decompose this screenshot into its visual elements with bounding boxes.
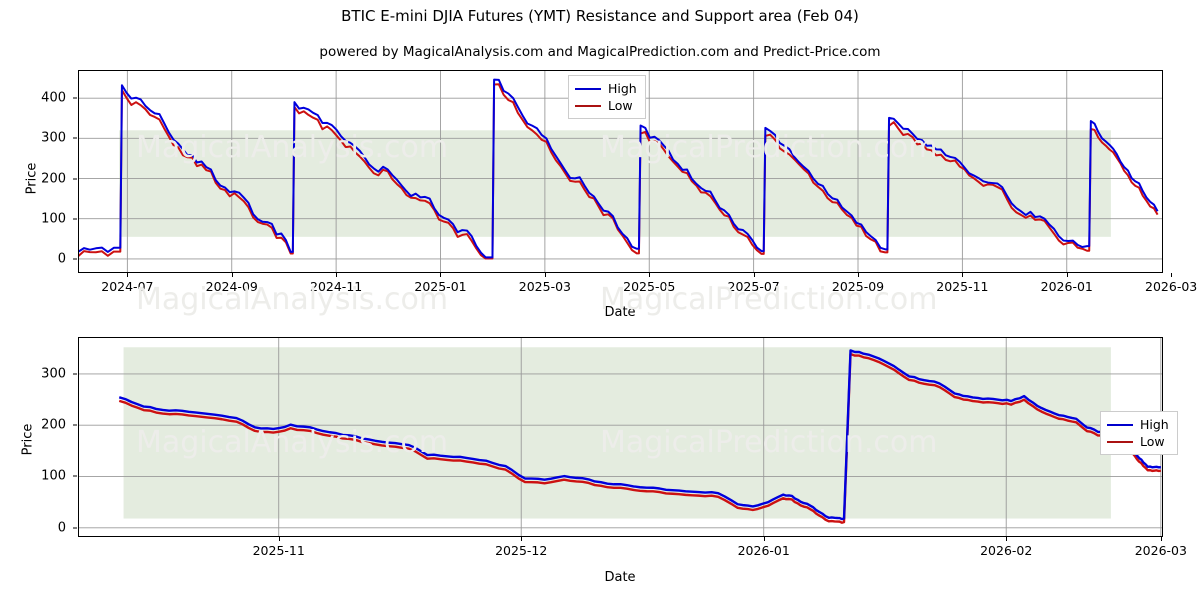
y-tick-mark <box>73 178 77 180</box>
x-tick-label: 2026-01 <box>1040 279 1093 294</box>
top-legend[interactable]: High Low <box>568 75 646 119</box>
top-x-axis-label: Date <box>604 305 636 320</box>
x-tick-label: 2026-01 <box>737 543 790 558</box>
top-chart-plot <box>78 70 1163 273</box>
top-plot-border <box>78 70 1163 273</box>
legend-label-high: High <box>1140 417 1169 432</box>
y-tick-label: 300 <box>41 366 66 382</box>
top-y-axis-label: Price <box>24 162 40 195</box>
legend-label-low: Low <box>608 98 633 113</box>
page-subtitle: powered by MagicalAnalysis.com and Magic… <box>319 44 881 60</box>
page-title: BTIC E-mini DJIA Futures (YMT) Resistanc… <box>341 7 859 25</box>
y-tick-mark <box>73 218 77 220</box>
x-tick-mark <box>278 537 280 541</box>
y-tick-label: 0 <box>57 251 66 267</box>
x-tick-mark <box>521 537 523 541</box>
y-tick-label: 200 <box>41 171 66 187</box>
x-tick-label: 2025-01 <box>414 279 467 294</box>
y-tick-mark <box>73 373 77 375</box>
legend-label-low: Low <box>1140 434 1165 449</box>
x-tick-mark <box>1066 273 1068 277</box>
x-tick-label: 2025-11 <box>252 543 305 558</box>
x-tick-label: 2026-03 <box>1145 279 1198 294</box>
x-tick-mark <box>753 273 755 277</box>
legend-swatch-high <box>1107 423 1133 426</box>
x-tick-label: 2025-12 <box>495 543 548 558</box>
x-tick-label: 2024-07 <box>101 279 154 294</box>
y-tick-label: 300 <box>41 130 66 146</box>
legend-label-high: High <box>608 81 637 96</box>
bottom-x-axis-label: Date <box>604 570 636 585</box>
y-tick-label: 200 <box>41 417 66 433</box>
bottom-legend[interactable]: High Low <box>1100 411 1178 455</box>
watermark-magicalanalysis: MagicalAnalysis.com <box>136 282 449 317</box>
y-tick-label: 400 <box>41 90 66 106</box>
bottom-chart-plot <box>78 337 1163 537</box>
bottom-y-axis-label: Price <box>20 423 36 456</box>
x-tick-label: 2026-02 <box>980 543 1033 558</box>
x-tick-label: 2025-07 <box>727 279 780 294</box>
legend-row-high[interactable]: High <box>575 80 637 97</box>
legend-row-low[interactable]: Low <box>1107 433 1169 450</box>
y-tick-mark <box>73 424 77 426</box>
legend-swatch-high <box>575 87 601 90</box>
x-tick-label: 2024-09 <box>205 279 258 294</box>
x-tick-mark <box>336 273 338 277</box>
x-tick-mark <box>1006 537 1008 541</box>
x-tick-mark <box>127 273 129 277</box>
legend-swatch-low <box>575 104 601 107</box>
bottom-plot-border <box>78 337 1163 537</box>
bottom-chart-panel <box>78 337 1163 537</box>
legend-row-low[interactable]: Low <box>575 97 637 114</box>
y-tick-label: 100 <box>41 468 66 484</box>
y-tick-mark <box>73 475 77 477</box>
legend-row-high[interactable]: High <box>1107 416 1169 433</box>
x-tick-label: 2026-03 <box>1134 543 1187 558</box>
y-tick-mark <box>73 97 77 99</box>
x-tick-mark <box>544 273 546 277</box>
y-tick-mark <box>73 137 77 139</box>
x-tick-label: 2025-11 <box>936 279 989 294</box>
x-tick-mark <box>1171 273 1173 277</box>
x-tick-label: 2025-05 <box>623 279 676 294</box>
x-tick-mark <box>962 273 964 277</box>
x-tick-mark <box>763 537 765 541</box>
y-tick-mark <box>73 527 77 529</box>
x-tick-mark <box>858 273 859 277</box>
y-tick-label: 0 <box>57 520 66 536</box>
x-tick-mark <box>1160 537 1162 541</box>
legend-swatch-low <box>1107 440 1133 443</box>
y-tick-label: 100 <box>41 211 66 227</box>
top-chart-panel <box>78 70 1163 273</box>
x-tick-label: 2025-03 <box>518 279 571 294</box>
x-tick-mark <box>440 273 442 277</box>
y-tick-mark <box>73 258 77 260</box>
x-tick-mark <box>231 273 233 277</box>
x-tick-mark <box>649 273 651 277</box>
x-tick-label: 2025-09 <box>831 279 885 294</box>
x-tick-label: 2024-11 <box>309 279 363 294</box>
